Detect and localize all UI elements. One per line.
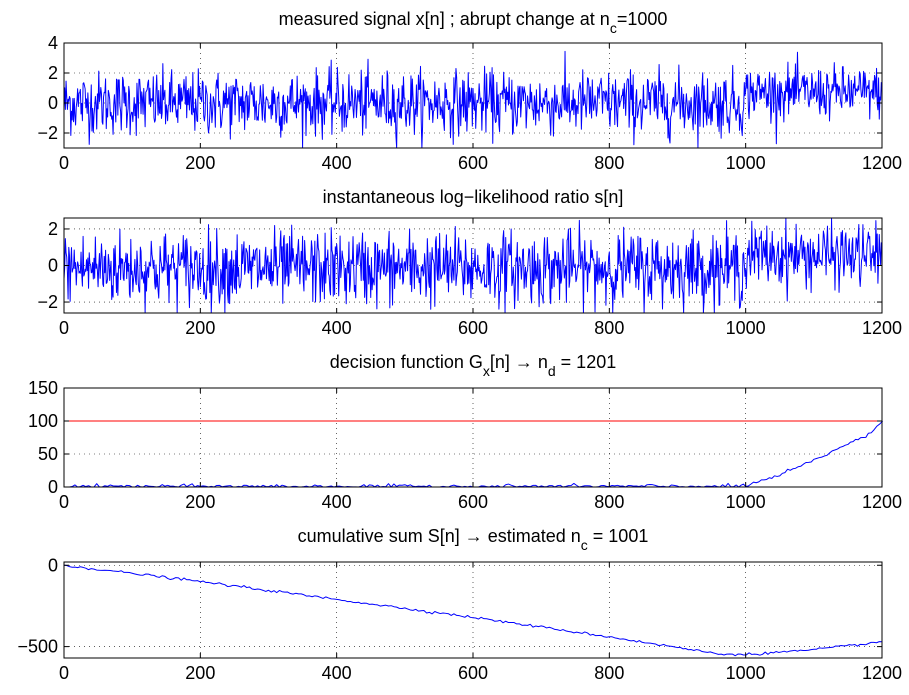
x-tick-label: 1200	[862, 153, 902, 173]
x-tick-label: 0	[59, 492, 69, 512]
x-tick-label: 200	[185, 318, 215, 338]
axes-frame	[63, 561, 883, 659]
subplot-3: decision function Gx[n] → nd = 1201 0 200 4…	[28, 352, 902, 512]
subplot-1: measured signal x[n] ; abrupt change at …	[37, 9, 902, 173]
x-tick-label: 1000	[726, 318, 766, 338]
x-tick-label: 600	[458, 663, 488, 683]
x-tick-label: 200	[185, 492, 215, 512]
x-tick-label: 400	[322, 153, 352, 173]
x-tick-label: 0	[59, 663, 69, 683]
subplot-title: decision function Gx[n] → nd = 1201	[330, 352, 616, 379]
title-part: measured signal x[n] ; abrupt change at …	[279, 9, 610, 29]
title-part: =1000	[617, 9, 668, 29]
title-part: c	[581, 537, 588, 553]
y-tick-label: 0	[48, 477, 58, 497]
title-part: = 1201	[556, 352, 617, 372]
x-tick-label: 1200	[862, 318, 902, 338]
series-line-1	[63, 50, 882, 149]
y-tick-label: 4	[48, 33, 58, 53]
y-tick-label: 2	[48, 219, 58, 239]
x-tick-label: 1000	[726, 153, 766, 173]
subplot-title: measured signal x[n] ; abrupt change at …	[279, 9, 668, 36]
x-tick-label: 400	[322, 492, 352, 512]
title-part: [n] → n	[490, 352, 548, 372]
x-tick-label: 400	[322, 663, 352, 683]
x-tick-label: 800	[594, 663, 624, 683]
y-tick-label: 150	[28, 378, 58, 398]
x-tick-label: 400	[322, 318, 352, 338]
x-tick-label: 1200	[862, 663, 902, 683]
series-line-1	[63, 217, 882, 314]
subplot-title: instantaneous log−likelihood ratio s[n]	[323, 187, 624, 207]
y-tick-label: 2	[48, 63, 58, 83]
y-tick-label: 0	[48, 256, 58, 276]
y-tick-label: 0	[48, 555, 58, 575]
subplot-4: cumulative sum S[n] → estimated nc = 100…	[17, 526, 902, 683]
y-tick-label: 50	[38, 444, 58, 464]
subplot-title: cumulative sum S[n] → estimated nc = 100…	[298, 526, 649, 553]
title-part: decision function G	[330, 352, 483, 372]
title-part: c	[610, 20, 617, 36]
y-tick-label: −2	[37, 123, 58, 143]
x-tick-label: 800	[594, 492, 624, 512]
x-tick-label: 200	[185, 153, 215, 173]
title-part: = 1001	[588, 526, 649, 546]
title-part: d	[548, 363, 556, 379]
title-part: cumulative sum S[n] → estimated n	[298, 526, 581, 546]
x-tick-label: 800	[594, 153, 624, 173]
axes-frame	[63, 387, 883, 488]
y-tick-label: 100	[28, 411, 58, 431]
x-tick-label: 600	[458, 318, 488, 338]
x-tick-label: 0	[59, 318, 69, 338]
y-tick-label: 0	[48, 93, 58, 113]
title-part: instantaneous log−likelihood ratio s[n]	[323, 187, 624, 207]
x-tick-label: 200	[185, 663, 215, 683]
title-part: x	[483, 363, 490, 379]
x-tick-label: 1000	[726, 492, 766, 512]
x-tick-label: 1000	[726, 663, 766, 683]
subplot-2: instantaneous log−likelihood ratio s[n] 0…	[37, 187, 902, 338]
series-line-1	[63, 564, 883, 657]
y-tick-label: −2	[37, 292, 58, 312]
x-tick-label: 1200	[862, 492, 902, 512]
x-tick-label: 600	[458, 492, 488, 512]
x-tick-label: 600	[458, 153, 488, 173]
x-tick-label: 0	[59, 153, 69, 173]
y-tick-label: −500	[17, 637, 58, 657]
x-tick-label: 800	[594, 318, 624, 338]
